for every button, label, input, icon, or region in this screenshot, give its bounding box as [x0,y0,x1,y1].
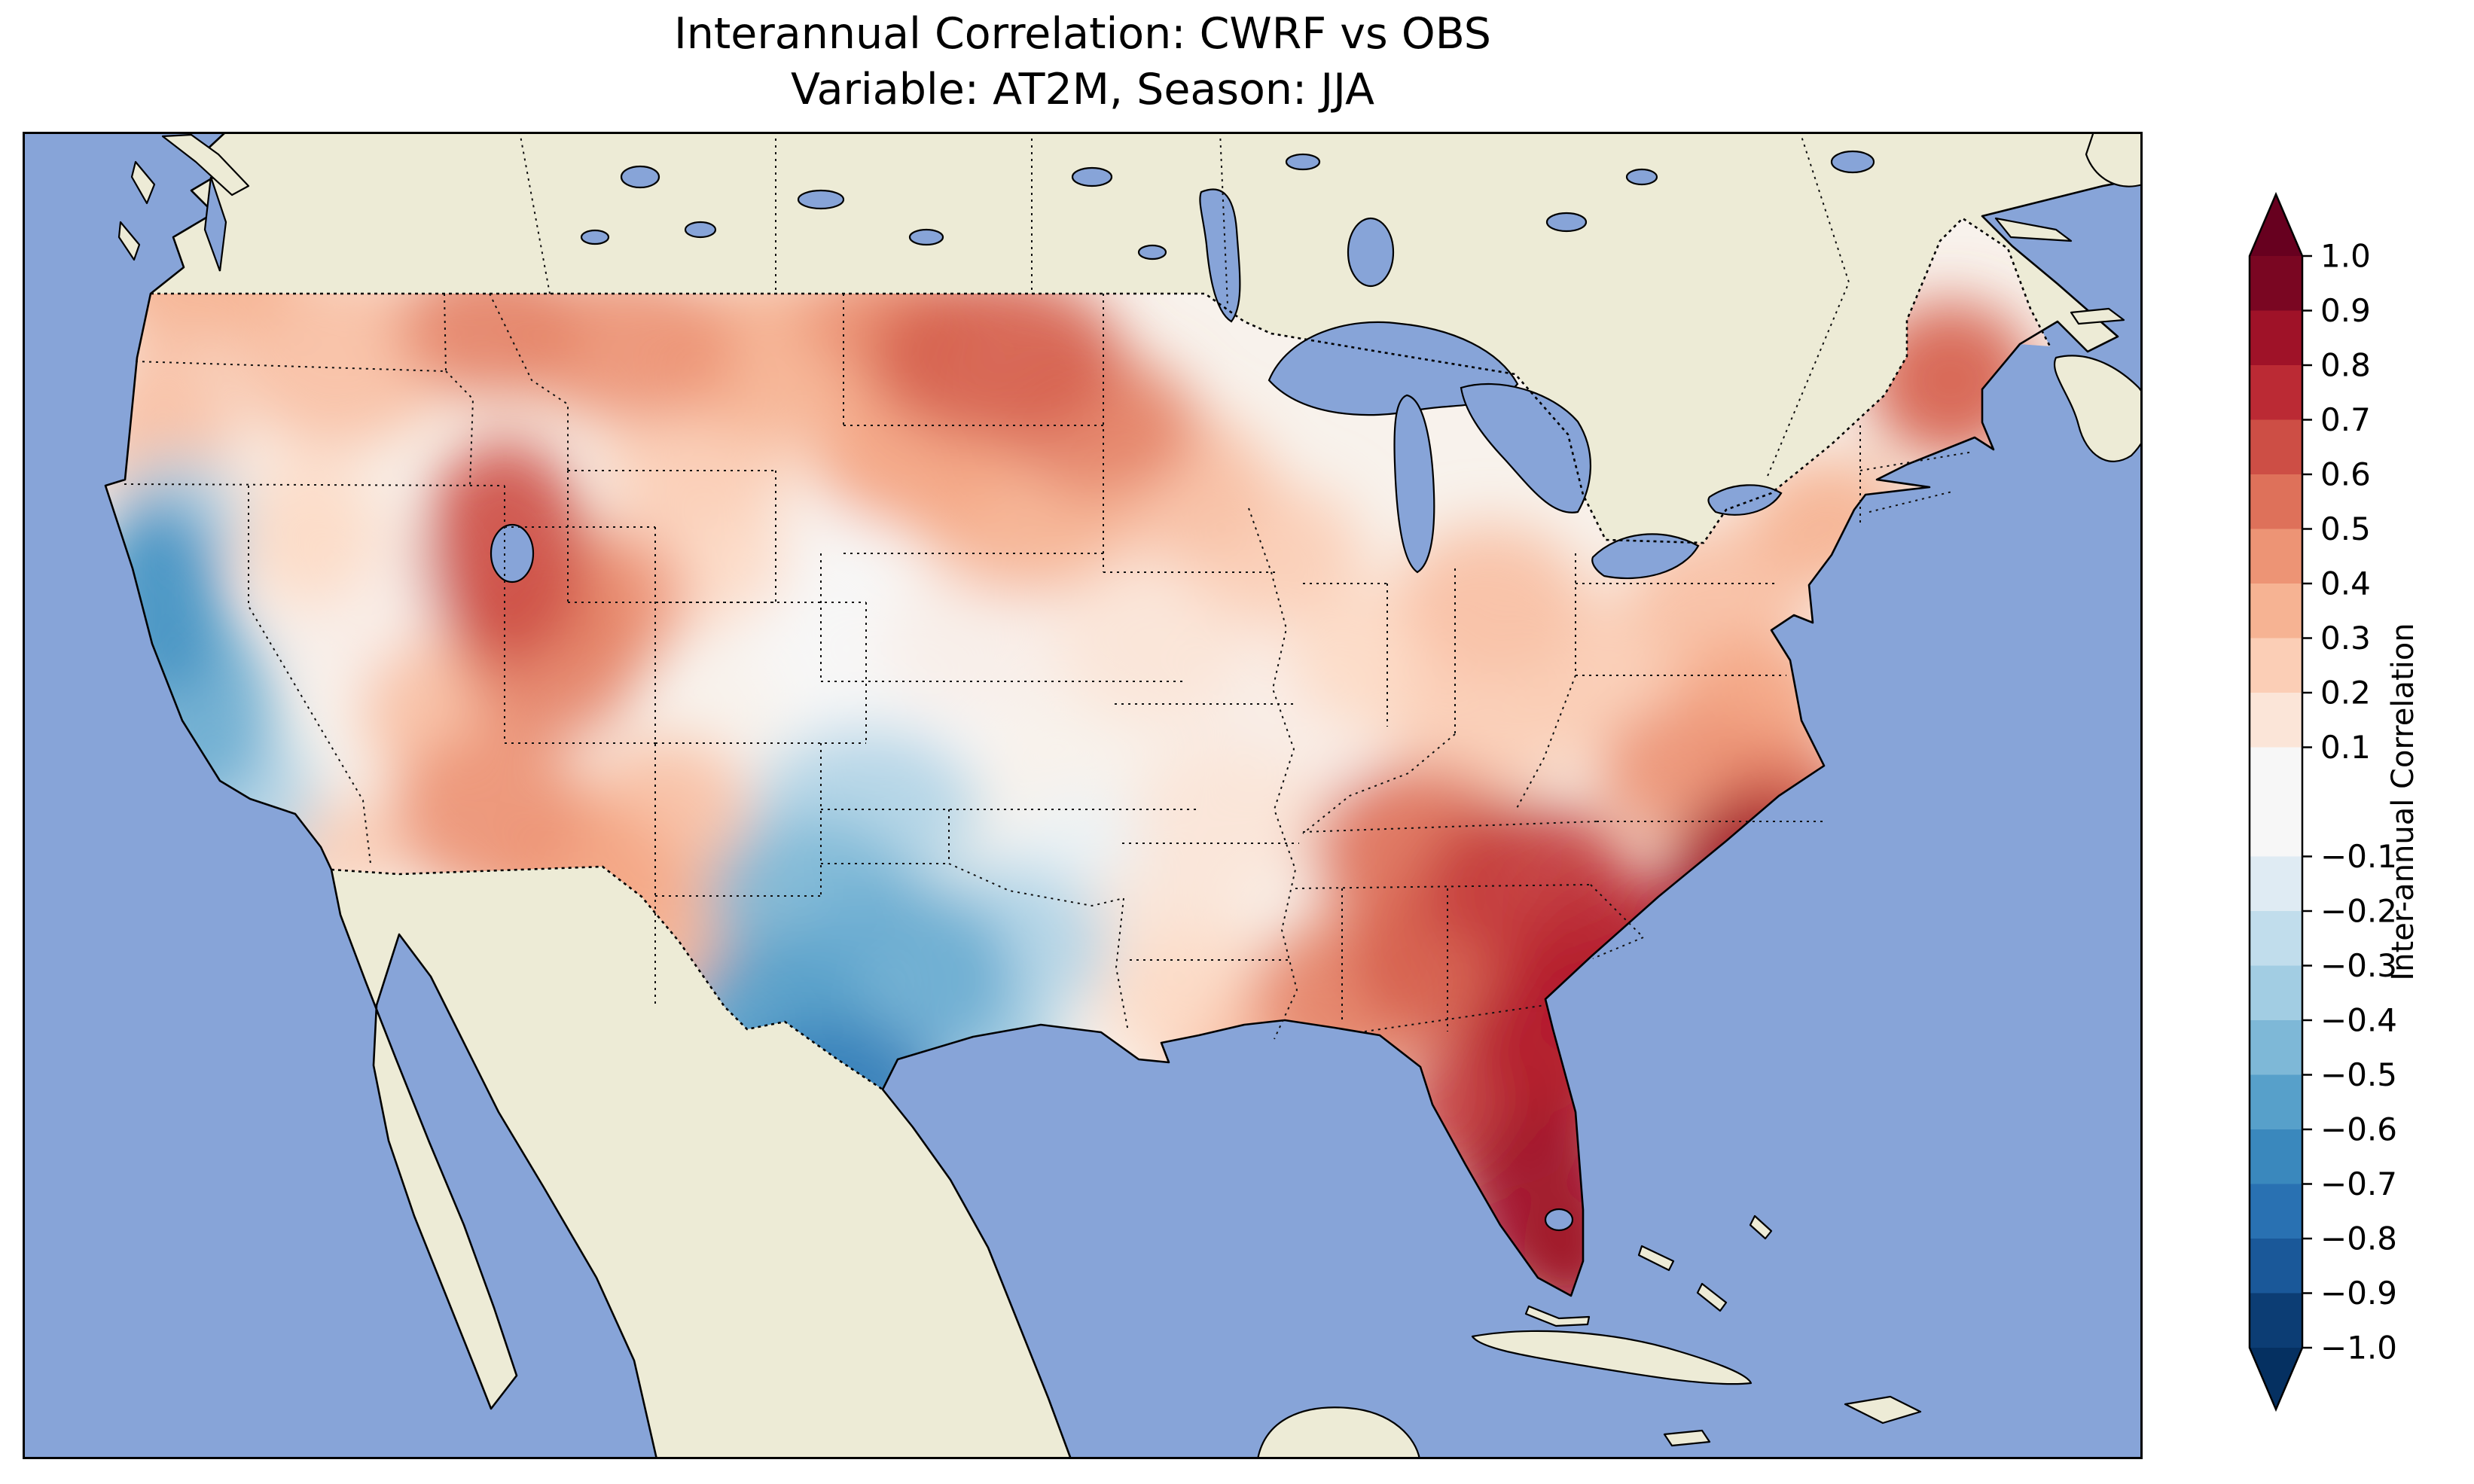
map-axes [23,130,2151,1461]
colorbar-tick-label: 0.8 [2320,347,2371,384]
lake-huron [1460,382,1591,513]
colorbar-segment [2250,638,2302,693]
colorbar-tick-label: −1.0 [2320,1330,2397,1367]
puget-sound [203,176,227,272]
colorbar-segment [2250,856,2302,912]
lake-ontario [1707,484,1783,516]
colorbar-tick-label: 0.2 [2320,675,2371,712]
colorbar-tick-label: −0.4 [2320,1002,2397,1039]
colorbar-segment [2250,965,2302,1021]
colorbar-tick-label: −0.5 [2320,1056,2397,1093]
canada-lake [1830,150,1875,174]
colorbar-segment [2250,911,2302,967]
canada-lake [797,189,845,210]
figure-title-block: Interannual Correlation: CWRF vs OBS Var… [23,6,2143,117]
colorbar-tick-label: −0.9 [2320,1275,2397,1312]
colorbar-tick-label: 0.1 [2320,729,2371,766]
canada-lake [620,165,660,189]
colorbar-tick-label: 0.9 [2320,292,2371,329]
colorbar-tick-label: 0.5 [2320,510,2371,547]
colorbar-tick-label: −0.2 [2320,893,2397,930]
bahamas [1749,1214,1773,1240]
figure-title: Interannual Correlation: CWRF vs OBS [674,9,1491,59]
canada-lake [684,221,717,239]
coastal-island [117,221,141,261]
bahamas [1637,1245,1675,1272]
canada-lake [908,228,944,246]
colorbar-segment [2250,1020,2302,1076]
islands [117,130,2151,1461]
coastal-island [130,160,156,205]
cuba [1471,1330,1753,1385]
vancouver-island [161,133,250,197]
lake-nipigon [1347,217,1395,288]
florida-keys [1524,1305,1591,1327]
colorbar-label: Inter-annual Correlation [2386,623,2421,980]
nova-scotia [2054,355,2151,462]
field-sample [1397,523,1585,674]
figure-subtitle: Variable: AT2M, Season: JJA [791,65,1374,115]
colorbar-segment [2250,1184,2302,1239]
colorbar-tick-label: −0.1 [2320,838,2397,875]
colorbar-tick-label: 0.4 [2320,565,2371,602]
canada-lake [1545,212,1588,233]
colorbar-segment [2250,584,2302,639]
colorbar-tick-label: −0.8 [2320,1220,2397,1257]
colorbar-segment [2250,1239,2302,1294]
colorbar-tick-label: −0.6 [2320,1111,2397,1148]
colorbar-segment [2250,747,2302,803]
colorbar-tick-label: −0.7 [2320,1166,2397,1202]
colorbar-tick-label: −0.3 [2320,947,2397,984]
field-sample [237,456,380,606]
colorbar-segment [2250,802,2302,858]
colorbar-tick-label: 0.3 [2320,620,2371,657]
colorbar: 1.0 0.9 0.8 0.7 0.6 0.5 0.4 0.3 0.2 0.1 −0.1 −0.2 −0… [2223,181,2472,1446]
field-sample [866,275,1122,440]
canada-lake [1625,168,1658,186]
colorbar-segment [2250,256,2302,312]
canada-lake [1137,244,1167,261]
lake-michigan [1393,394,1435,574]
yucatan [1256,1406,1421,1461]
hispaniola [1844,1395,1922,1425]
field-sample [1130,742,1325,892]
canada-lake [1071,166,1113,187]
canada-lake [580,229,610,245]
prince-edward-island [2070,307,2125,325]
lake-erie [1591,533,1700,580]
lake-winnipeg [1199,188,1241,323]
field-sample [1054,561,1250,727]
state-borders [124,131,1974,1040]
national-borders [151,217,2051,1091]
colorbar-tick-label: 1.0 [2320,238,2371,275]
colorbar-segment [2250,1074,2302,1130]
colorbar-segment [2250,310,2302,366]
colorbar-tick-label: 0.7 [2320,401,2371,438]
field-sample [392,730,587,896]
colorbar-extend-max [2250,194,2302,256]
colorbar-segment [2250,365,2302,421]
anticosti-island [1994,217,2073,242]
field-sample [881,568,1062,719]
colorbar-segment [2250,419,2302,475]
map-canvas [23,130,2151,1461]
canada-lake [1285,153,1321,171]
jamaica [1663,1429,1711,1447]
colorbar-segment [2250,474,2302,530]
colorbar-extend-min [2250,1348,2302,1409]
colorbar-segment [2250,1129,2302,1185]
lakes [203,150,1875,1232]
great-salt-lake [490,523,535,584]
coastline [104,131,2143,1460]
colorbar-segment [2250,1293,2302,1348]
colorbar-tick-label: 0.6 [2320,456,2371,493]
colorbar-segment [2250,693,2302,748]
axes-frame [23,132,2143,1459]
bahamas [1696,1282,1728,1312]
lake-superior [1268,321,1519,416]
colorbar-segments [2248,191,2304,1412]
lake-okeechobee [1544,1208,1574,1232]
colorbar-segment [2250,529,2302,584]
colorbar-ticks: 1.0 0.9 0.8 0.7 0.6 0.5 0.4 0.3 0.2 0.1 −0.1 −0.2 −0… [2302,238,2397,1367]
